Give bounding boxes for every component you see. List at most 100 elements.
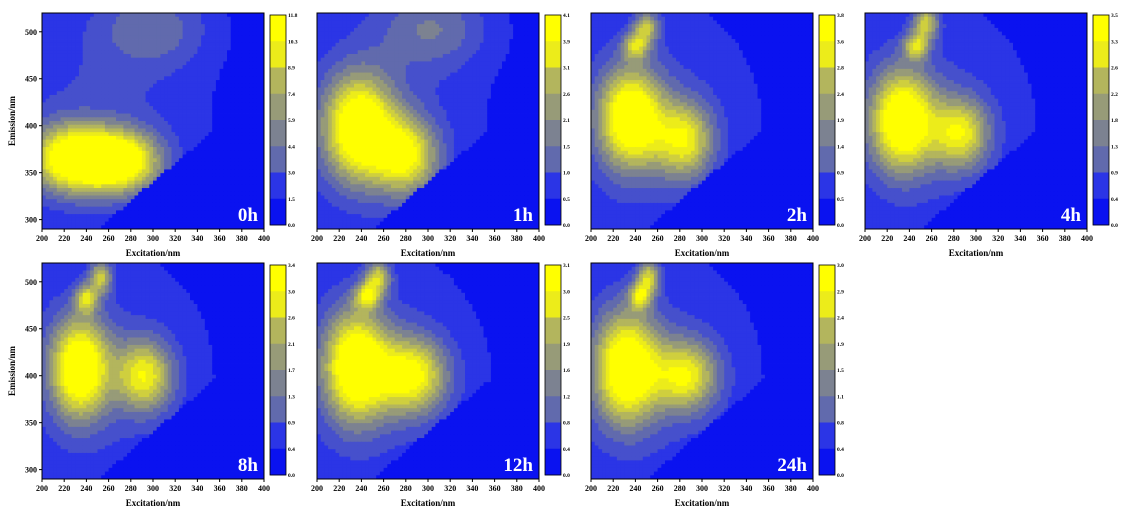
heat-cell bbox=[149, 102, 153, 106]
heat-cell bbox=[238, 32, 242, 36]
heat-cell bbox=[94, 69, 98, 73]
heat-cell bbox=[175, 47, 179, 51]
heat-cell bbox=[142, 20, 146, 24]
heat-cell bbox=[172, 91, 176, 95]
heat-cell bbox=[246, 73, 250, 77]
heat-cell bbox=[164, 102, 168, 106]
heat-cell bbox=[53, 13, 57, 17]
heat-cell bbox=[183, 32, 187, 36]
heat-cell bbox=[123, 50, 127, 54]
heat-cell bbox=[186, 54, 190, 58]
heat-cell bbox=[209, 80, 213, 84]
heat-cell bbox=[46, 73, 50, 77]
heat-cell bbox=[172, 58, 176, 62]
heat-cell bbox=[190, 17, 194, 21]
heat-cell bbox=[205, 17, 209, 21]
heat-cell bbox=[209, 95, 213, 99]
heat-cell bbox=[168, 28, 172, 32]
heat-cell bbox=[94, 102, 98, 106]
heat-cell bbox=[223, 102, 227, 106]
heat-cell bbox=[223, 43, 227, 47]
heat-cell bbox=[194, 50, 198, 54]
heat-cell bbox=[72, 28, 76, 32]
heat-cell bbox=[238, 43, 242, 47]
heat-cell bbox=[246, 95, 250, 99]
heat-cell bbox=[138, 73, 142, 77]
heat-cell bbox=[190, 91, 194, 95]
heat-cell bbox=[46, 69, 50, 73]
heat-cell bbox=[194, 17, 198, 21]
heat-cell bbox=[98, 91, 102, 95]
heat-cell bbox=[57, 110, 61, 114]
heat-cell bbox=[46, 80, 50, 84]
heat-cell bbox=[64, 73, 68, 77]
heat-cell bbox=[168, 43, 172, 47]
heat-cell bbox=[238, 102, 242, 106]
heat-cell bbox=[249, 61, 253, 65]
heat-cell bbox=[216, 35, 220, 39]
heat-cell bbox=[197, 69, 201, 73]
heat-cell bbox=[94, 61, 98, 65]
heat-cell bbox=[223, 17, 227, 21]
heat-cell bbox=[227, 110, 231, 114]
heat-cell bbox=[135, 65, 139, 69]
heat-cell bbox=[253, 106, 257, 110]
heat-cell bbox=[209, 106, 213, 110]
heat-cell bbox=[135, 73, 139, 77]
heat-cell bbox=[57, 76, 61, 80]
heat-cell bbox=[90, 32, 94, 36]
heat-cell bbox=[109, 102, 113, 106]
heat-cell bbox=[68, 58, 72, 62]
heat-cell bbox=[83, 13, 87, 17]
heat-cell bbox=[49, 69, 53, 73]
heat-cell bbox=[160, 102, 164, 106]
heat-cell bbox=[79, 58, 83, 62]
heat-cell bbox=[164, 76, 168, 80]
heat-cell bbox=[72, 61, 76, 65]
heat-cell bbox=[90, 54, 94, 58]
heat-cell bbox=[253, 28, 257, 32]
heat-cell bbox=[42, 54, 46, 58]
heat-cell bbox=[238, 50, 242, 54]
heat-cell bbox=[220, 61, 224, 65]
heat-cell bbox=[142, 69, 146, 73]
heat-cell bbox=[160, 35, 164, 39]
heat-cell bbox=[234, 13, 238, 17]
heat-cell bbox=[160, 32, 164, 36]
heat-cell bbox=[223, 110, 227, 114]
heat-cell bbox=[135, 20, 139, 24]
heat-cell bbox=[42, 106, 46, 110]
heat-cell bbox=[186, 61, 190, 65]
heat-cell bbox=[168, 69, 172, 73]
heat-cell bbox=[90, 110, 94, 114]
heat-cell bbox=[127, 54, 131, 58]
heat-cell bbox=[153, 69, 157, 73]
heat-cell bbox=[72, 80, 76, 84]
heat-cell bbox=[223, 39, 227, 43]
heat-cell bbox=[194, 32, 198, 36]
heat-cell bbox=[123, 47, 127, 51]
heat-cell bbox=[135, 110, 139, 114]
heat-cell bbox=[205, 58, 209, 62]
heat-cell bbox=[246, 61, 250, 65]
heat-cell bbox=[101, 39, 105, 43]
heat-cell bbox=[64, 61, 68, 65]
heat-cell bbox=[98, 99, 102, 103]
heat-cell bbox=[172, 50, 176, 54]
heat-cell bbox=[120, 54, 124, 58]
heat-cell bbox=[179, 47, 183, 51]
heat-cell bbox=[98, 24, 102, 28]
heat-cell bbox=[183, 84, 187, 88]
heat-cell bbox=[53, 69, 57, 73]
heat-cell bbox=[234, 20, 238, 24]
heat-cell bbox=[175, 110, 179, 114]
heat-cell bbox=[197, 99, 201, 103]
heat-cell bbox=[242, 84, 246, 88]
heat-cell bbox=[112, 99, 116, 103]
heat-cell bbox=[183, 35, 187, 39]
heat-cell bbox=[249, 20, 253, 24]
heat-cell bbox=[86, 91, 90, 95]
heat-cell bbox=[227, 102, 231, 106]
heat-cell bbox=[90, 87, 94, 91]
heat-cell bbox=[105, 61, 109, 65]
